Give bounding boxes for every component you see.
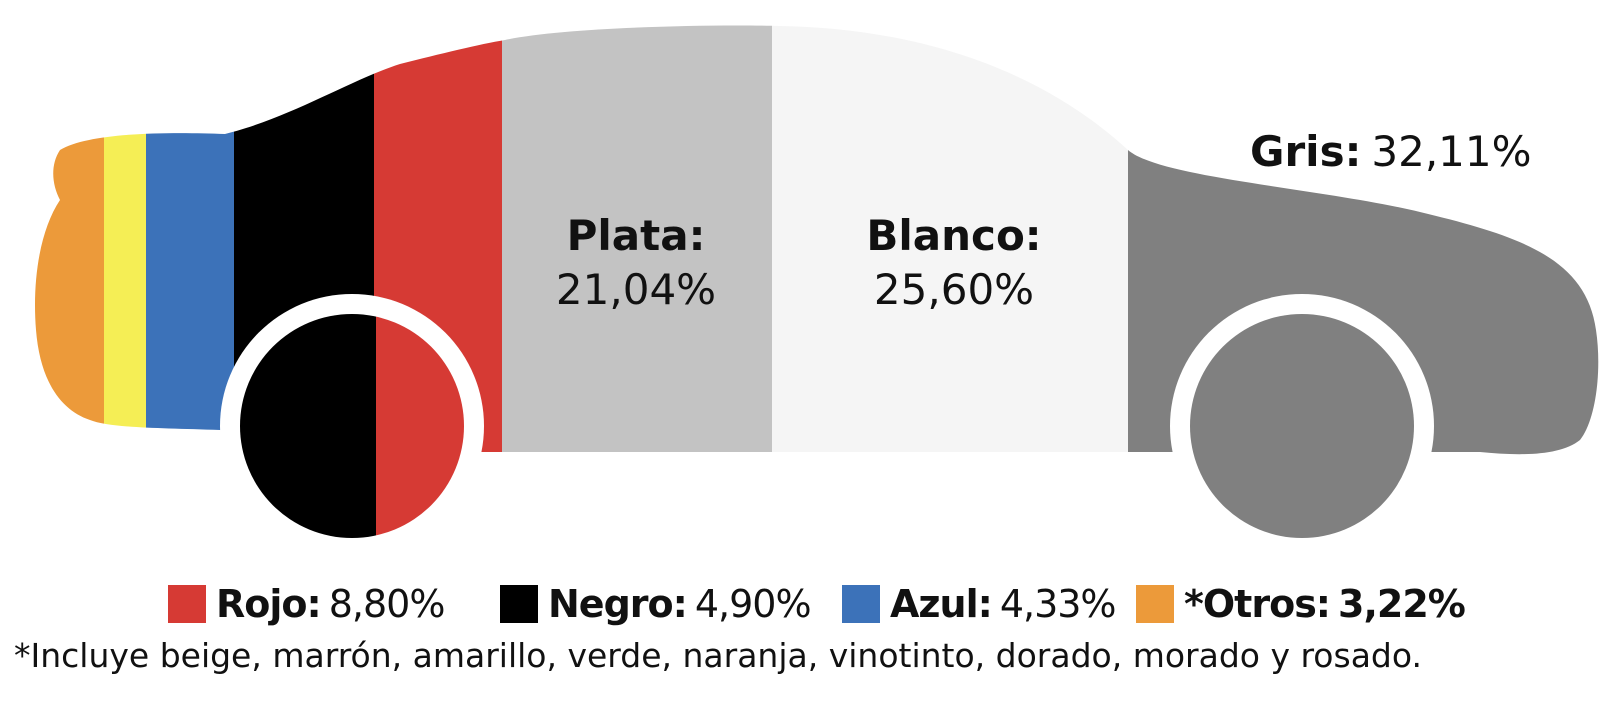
legend-swatch-otros <box>1136 585 1174 623</box>
legend-item-otros: *Otros: 3,22% <box>1136 576 1466 632</box>
legend-swatch-rojo <box>168 585 206 623</box>
legend-label-rojo: Rojo: <box>216 582 322 626</box>
segment-plata <box>502 25 772 455</box>
legend-value-otros: 3,22% <box>1338 582 1466 626</box>
legend-label-otros: *Otros: <box>1184 582 1331 626</box>
label-plata-name: Plata: <box>567 211 706 260</box>
legend: Rojo: 8,80% Negro: 4,90% Azul: 4,33% *Ot… <box>0 576 1616 632</box>
label-blanco-value: 25,60% <box>874 265 1034 314</box>
legend-swatch-azul <box>842 585 880 623</box>
legend-swatch-negro <box>500 585 538 623</box>
label-gris-name: Gris: <box>1250 127 1361 176</box>
label-gris-value: 32,11% <box>1371 127 1531 176</box>
legend-value-negro: 4,90% <box>694 582 812 626</box>
label-blanco-name: Blanco: <box>866 211 1041 260</box>
legend-item-rojo: Rojo: 8,80% <box>168 576 446 632</box>
legend-label-azul: Azul: <box>890 582 993 626</box>
car-chart: Plata: 21,04% Blanco: 25,60% Gris: 32,11% <box>35 25 1599 538</box>
legend-item-negro: Negro: 4,90% <box>500 576 812 632</box>
segment-otros <box>35 25 104 455</box>
legend-item-azul: Azul: 4,33% <box>842 576 1117 632</box>
right-wheel <box>1190 314 1414 538</box>
label-plata-value: 21,04% <box>556 265 716 314</box>
label-gris: Gris: 32,11% <box>1250 127 1532 176</box>
segment-azul <box>146 25 234 455</box>
footnote: *Incluye beige, marrón, amarillo, verde,… <box>14 636 1422 675</box>
legend-value-rojo: 8,80% <box>328 582 446 626</box>
segment-yellow <box>104 25 146 455</box>
legend-label-negro: Negro: <box>548 582 688 626</box>
legend-value-azul: 4,33% <box>999 582 1117 626</box>
